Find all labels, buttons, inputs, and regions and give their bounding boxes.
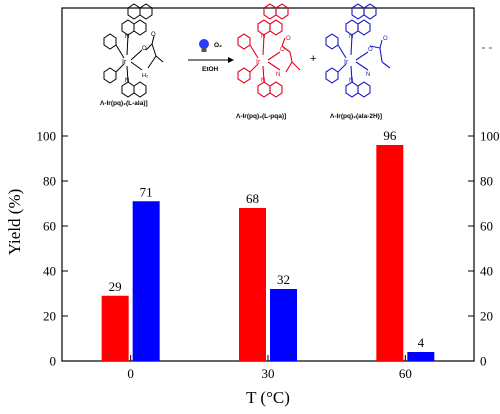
product2-molecule	[325, 3, 391, 98]
y-tick-label: 80	[43, 174, 56, 189]
x-tick-label: 60	[399, 366, 412, 381]
product1-label: Λ-Ir(pq)₂(L-pqa)]	[236, 113, 286, 120]
bar-series-2	[270, 289, 297, 361]
y-tick-label: 40	[43, 264, 56, 279]
atom-n: N	[261, 34, 265, 40]
atom-n: N	[349, 34, 353, 40]
atom-n: N	[125, 78, 129, 84]
reaction-arrowhead	[228, 57, 234, 63]
bar-series-1	[376, 145, 404, 361]
atom-o: O	[383, 36, 388, 42]
bar-series-1	[239, 208, 266, 361]
x-axis-title: T (°C)	[246, 388, 290, 407]
lightbulb-icon	[199, 39, 209, 52]
product2-label: Λ-Ir(pq)₂(ala-2H)]	[330, 113, 382, 120]
data-label: 96	[383, 128, 397, 143]
y-tick-label-right: 80	[480, 174, 493, 189]
atom-o: O	[286, 36, 291, 42]
x-tick-label: 30	[262, 366, 275, 381]
y-tick-label: 20	[43, 309, 56, 324]
atom-o: O	[280, 47, 285, 53]
bars	[101, 145, 435, 361]
y-axis-title: Yield (%)	[5, 189, 24, 256]
bar-series-2	[407, 352, 435, 361]
data-label: 4	[418, 335, 425, 350]
atom-n: N	[261, 78, 265, 84]
y-tick-label-right: 0	[480, 354, 487, 369]
reagent-o2: O₂	[214, 42, 222, 49]
y-tick-label: 0	[50, 354, 57, 369]
atom-h2n: H₂	[142, 73, 148, 79]
x-tick-label: 0	[127, 366, 134, 381]
atom-o: O	[151, 32, 156, 38]
data-labels: 29 71 68 32 96 4	[109, 128, 425, 350]
data-label: 68	[246, 191, 259, 206]
atom-o: O	[368, 47, 373, 53]
atom-ir: Ir	[344, 59, 349, 66]
y-tick-label-right: 20	[480, 309, 493, 324]
reaction-scheme: Ir N N O O H₂ Λ-Ir(pq)₂(L-ala)] O₂ EtOH	[100, 3, 391, 120]
reactant-molecule	[103, 3, 164, 98]
atom-n: N	[125, 34, 129, 40]
plus-sign: +	[310, 53, 316, 65]
y-ticks-left: 0 20 40 60 80 100	[37, 129, 68, 369]
bar-series-1	[101, 295, 129, 361]
y-tick-label-right: 100	[480, 129, 500, 144]
atom-nh: N	[276, 72, 280, 78]
atom-ir: Ir	[122, 59, 127, 66]
atom-n: N	[349, 78, 353, 84]
y-tick-label: 100	[37, 129, 57, 144]
atom-ir: Ir	[256, 59, 261, 66]
product1-molecule	[237, 3, 301, 98]
data-label: 32	[277, 272, 290, 287]
bar-series-2	[132, 201, 160, 361]
data-label: 71	[140, 184, 153, 199]
y-tick-label: 60	[43, 219, 56, 234]
atom-o: O	[142, 46, 147, 52]
x-ticks: 0 30 60	[127, 355, 412, 381]
y-tick-label-right: 40	[480, 264, 493, 279]
y-ticks-right: 0 20 40 60 80 100	[468, 129, 500, 369]
y-tick-label-right: 60	[480, 219, 493, 234]
reagent-etoh: EtOH	[202, 66, 219, 73]
reactant-label: Λ-Ir(pq)₂(L-ala)]	[100, 100, 148, 107]
data-label: 29	[109, 279, 122, 294]
atom-nh: N	[366, 72, 370, 78]
